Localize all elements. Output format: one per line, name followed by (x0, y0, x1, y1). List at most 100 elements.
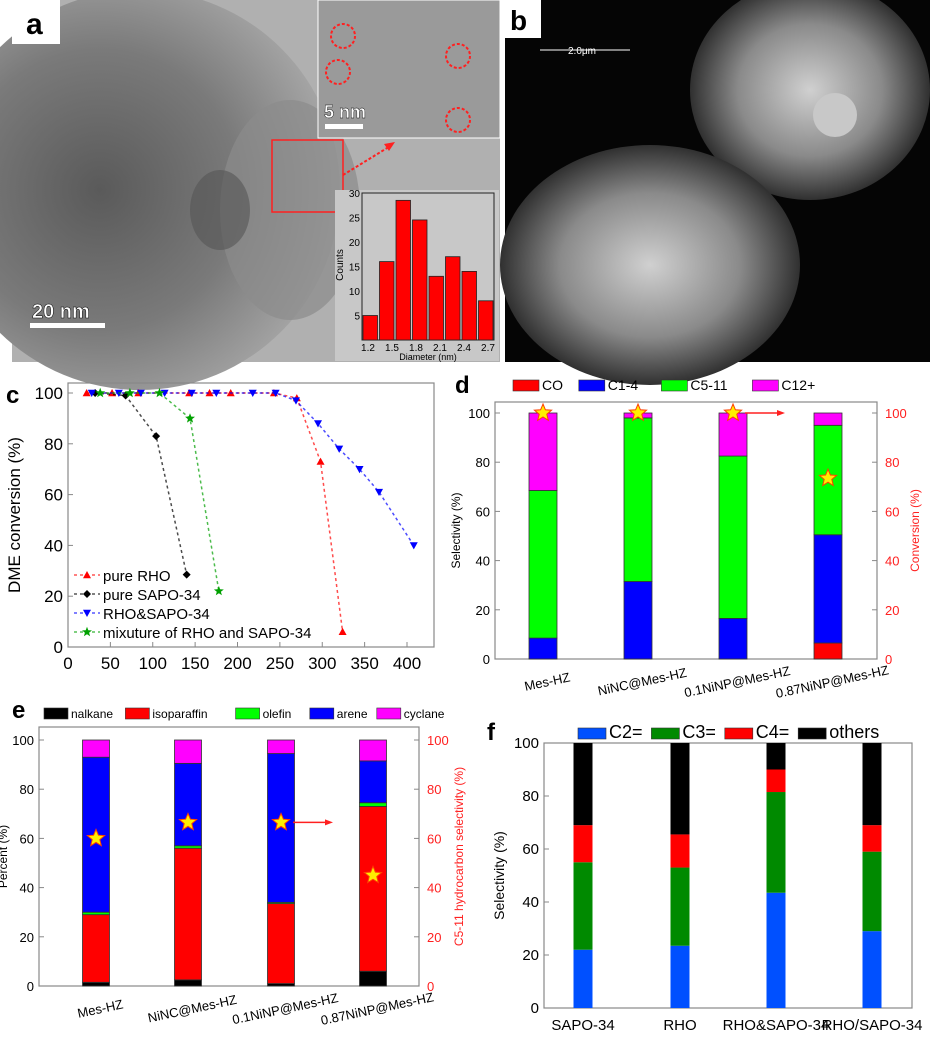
y2-tick-label: 40 (427, 881, 441, 896)
panel-e-label: e (12, 697, 25, 724)
y-tick-label: 20 (20, 930, 34, 945)
data-point (316, 457, 325, 465)
arrow-head (777, 410, 785, 416)
y-tick-label: 0 (27, 979, 34, 994)
legend-swatch (577, 727, 607, 740)
y-tick-label: 40 (522, 894, 539, 911)
data-point (271, 389, 280, 397)
bar-segment-isoparaffin (174, 847, 202, 981)
legend-label: C1-4 (608, 377, 639, 393)
bar-segment-others (670, 743, 690, 835)
y2-tick-label: 0 (427, 979, 434, 994)
bar-segment-olefin (359, 802, 387, 807)
legend-label: pure SAPO-34 (103, 587, 201, 604)
legend-swatch (309, 707, 335, 720)
y-tick-label: 40 (476, 554, 490, 569)
x-tick-label: 250 (266, 654, 294, 673)
x-tick-label: 150 (181, 654, 209, 673)
data-point (182, 570, 191, 579)
bar-segment-c3 (766, 792, 786, 893)
bar-segment-c2 (573, 949, 593, 1008)
bar-segment-c14 (813, 534, 843, 644)
y-tick-label: 10 (349, 287, 361, 298)
x-tick-label: 1.2 (361, 343, 375, 354)
legend-label: olefin (263, 707, 292, 721)
panel-c-label: c (6, 382, 19, 409)
panel-b-label: b (510, 5, 527, 36)
data-point (136, 389, 145, 397)
series-line (91, 392, 415, 546)
bar-segment-arene (174, 762, 202, 847)
bar-segment-others (766, 743, 786, 770)
y2-tick-label: 20 (885, 603, 899, 618)
bar-segment-nalkane (82, 981, 110, 987)
bar-segment-c3 (573, 862, 593, 950)
y-tick-label: 60 (476, 504, 490, 519)
category-label: RHO/SAPO-34 (822, 1017, 923, 1034)
x-tick-label: 350 (350, 654, 378, 673)
data-point (152, 432, 161, 441)
bar-segment-isoparaffin (359, 806, 387, 972)
y-tick-label: 20 (476, 603, 490, 618)
panel-a-tem-image: a 20 nm 5 nm 5 10 15 20 25 30 1.2 1.5 1.8 2.1 2.4 2… (0, 0, 501, 390)
x-tick-label: 400 (393, 654, 421, 673)
y-tick-label: 80 (522, 788, 539, 805)
scale-bar-sem-label: 2.0μm (568, 46, 596, 57)
y-tick-label: 20 (522, 947, 539, 964)
category-label: NiNC@Mes-HZ (146, 992, 238, 1025)
y-tick-label: 20 (44, 587, 63, 606)
legend-label: others (829, 722, 879, 742)
plot-frame (67, 382, 435, 648)
y-tick-label: 60 (44, 486, 63, 505)
plot-frame (38, 726, 420, 987)
x-tick-label: 100 (139, 654, 167, 673)
bar-segment-arene (359, 760, 387, 804)
data-point (291, 397, 300, 405)
legend-swatch (661, 379, 688, 392)
y-tick-label: 80 (476, 455, 490, 470)
y2-tick-label: 0 (885, 652, 892, 667)
secondary-star-marker (363, 864, 383, 884)
histogram-bar (461, 270, 477, 341)
series-line (100, 392, 220, 592)
y-tick-label: 100 (514, 735, 539, 752)
legend-swatch (43, 707, 69, 720)
data-point (212, 389, 221, 397)
histogram-bar (478, 300, 494, 341)
data-point (154, 387, 165, 398)
legend-label: C4= (756, 722, 790, 742)
data-point (95, 387, 106, 398)
legend-swatch (235, 707, 260, 720)
x-tick-label: 2.1 (433, 343, 447, 354)
bar-segment-c14 (718, 618, 748, 660)
histogram-bar (379, 261, 395, 341)
y2-axis-label: Conversion (%) (908, 489, 922, 572)
bar-segment-c4 (573, 825, 593, 863)
data-point (82, 626, 92, 637)
data-point (83, 590, 91, 598)
bar-segment-c14 (623, 581, 653, 660)
panel-a-label: a (26, 8, 43, 41)
data-point (87, 389, 96, 397)
panel-f-label: f (487, 719, 496, 746)
bar-segment-others (862, 743, 882, 826)
bar-segment-nalkane (359, 970, 387, 987)
x-axis-label: Diameter (nm) (399, 352, 457, 362)
legend-swatch (376, 707, 402, 720)
secondary-star-marker (818, 467, 838, 487)
legend-label: C12+ (781, 377, 815, 393)
category-label: 0.87NiNP@Mes-HZ (774, 662, 890, 701)
secondary-star-marker (86, 828, 106, 847)
histogram-bar (362, 315, 378, 341)
series-rho-sapo-34: RHO&SAPO-34 (74, 389, 418, 623)
data-point (338, 627, 347, 635)
y-tick-label: 40 (20, 881, 34, 896)
y2-tick-label: 80 (427, 782, 441, 797)
category-label: Mes-HZ (523, 669, 571, 693)
x-tick-label: 2.4 (457, 343, 471, 354)
panel-d-label: d (455, 372, 470, 399)
y-axis-label: Percent (%) (0, 825, 10, 888)
legend-swatch (797, 727, 827, 740)
plot-frame (543, 742, 913, 1009)
data-point (213, 585, 224, 596)
